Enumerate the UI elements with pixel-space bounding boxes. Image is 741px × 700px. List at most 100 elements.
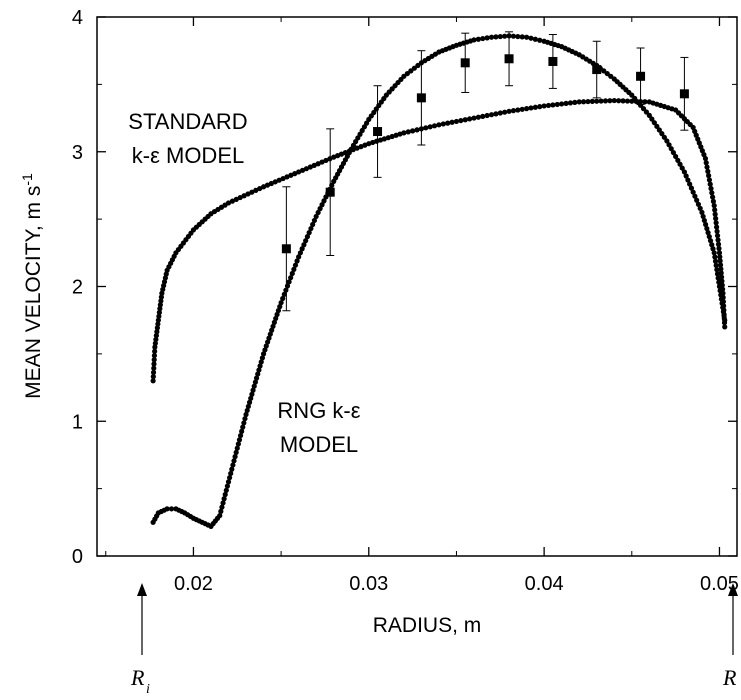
rng-model-point: [700, 213, 706, 220]
standard-model-point: [718, 266, 724, 272]
rng-model-point: [659, 131, 665, 137]
rng-model-point: [519, 34, 525, 40]
standard-model-point: [722, 324, 728, 330]
rng-model-point: [256, 367, 262, 373]
standard-model-point: [711, 203, 717, 209]
standard-model-point: [153, 336, 159, 343]
rng-model-point: [239, 428, 245, 434]
rng-model-point: [629, 92, 635, 98]
standard-model-point: [515, 107, 521, 113]
rng-model-point: [523, 34, 530, 40]
standard-model-point: [358, 144, 364, 150]
rng-model-point: [217, 512, 223, 519]
rng-model-point: [291, 266, 297, 272]
standard-model-point: [589, 98, 595, 104]
standard-model-point: [620, 98, 626, 104]
standard-model-point: [264, 182, 271, 188]
rng-model-point: [677, 161, 683, 167]
rng-model-point: [303, 238, 309, 244]
standard-model-point: [506, 108, 512, 114]
rng-model-point: [278, 300, 284, 306]
x-axis-label: RADIUS, m: [373, 614, 482, 637]
standard-model-point: [550, 102, 556, 108]
standard-model-point: [154, 325, 160, 331]
standard-model-point: [712, 207, 718, 213]
standard-model-point: [616, 98, 622, 104]
x-axis-ticks: 0.02 0.03 0.04 0.05: [105, 17, 739, 595]
rng-model-point: [651, 120, 657, 126]
standard-model-point: [537, 104, 543, 110]
standard-model-point: [153, 332, 159, 339]
rng-model-point: [717, 288, 723, 294]
rng-model-point: [277, 304, 283, 310]
rng-model-point: [281, 291, 287, 297]
y-tick-label: 2: [72, 277, 83, 299]
standard-model-point: [150, 378, 156, 384]
standard-model-point: [276, 177, 282, 183]
rng-model-point: [643, 109, 650, 115]
rng-model-point: [235, 441, 241, 447]
rng-model-point: [604, 70, 610, 77]
standard-model-point: [703, 160, 709, 166]
rng-model-point: [719, 300, 725, 306]
rng-model-point: [221, 496, 227, 502]
rng-model-point: [699, 209, 705, 215]
standard-model-point: [715, 241, 722, 247]
y-tick-label: 3: [72, 142, 83, 164]
standard-model-point: [156, 309, 162, 316]
standard-model-point: [475, 114, 481, 120]
rng-model-point: [493, 34, 499, 40]
rng-model-point: [267, 331, 273, 337]
standard-model-point: [716, 245, 722, 252]
rng-model-point: [720, 304, 726, 311]
standard-model-point: [268, 180, 274, 187]
rng-model-point: [229, 466, 235, 472]
rng-model-point: [685, 177, 691, 183]
rng-model-point: [288, 275, 294, 281]
rng-model-label-line1: RNG k-ε: [277, 398, 360, 423]
rng-model-point: [294, 258, 300, 264]
rng-model-point: [475, 36, 481, 42]
standard-model-point: [453, 118, 460, 125]
standard-model-point: [257, 185, 263, 192]
experimental-point: [548, 56, 558, 66]
rng-model-point: [401, 73, 407, 79]
standard-model-point: [706, 177, 713, 183]
rng-model-point: [714, 271, 721, 277]
rng-model-point: [164, 506, 170, 512]
standard-model-point: [705, 168, 711, 174]
standard-model-point: [523, 106, 530, 112]
standard-model-point: [449, 119, 455, 125]
rng-model-point: [299, 246, 305, 252]
rng-model-point: [715, 275, 721, 281]
rng-model-point: [257, 363, 263, 369]
standard-model-point: [594, 98, 600, 104]
rng-model-point: [722, 317, 728, 323]
rng-model-point: [601, 68, 607, 74]
rng-model-point: [515, 33, 521, 40]
rng-model-point: [219, 504, 225, 510]
y-axis-label-text: MEAN VELOCITY, m s: [22, 186, 45, 399]
standard-model-point: [233, 196, 239, 202]
standard-model-point: [519, 106, 525, 112]
standard-model-point: [354, 145, 360, 151]
standard-model-point: [484, 112, 490, 119]
standard-model-point: [410, 128, 416, 134]
rng-model-point: [269, 327, 275, 333]
experimental-point: [325, 187, 335, 197]
standard-model-point: [532, 104, 538, 110]
rng-model-point: [224, 483, 231, 489]
standard-model-point: [245, 191, 251, 197]
inner-radius-arrowhead: [137, 583, 147, 596]
experimental-point: [592, 65, 602, 75]
standard-model-point: [611, 97, 617, 104]
standard-model-point: [156, 313, 162, 319]
standard-model-point: [576, 99, 582, 105]
rng-model-point: [230, 462, 236, 468]
standard-model-label-line1: STANDARD: [128, 109, 247, 134]
rng-model-point: [319, 202, 325, 208]
rng-model-point: [695, 201, 702, 207]
experimental-data-series: [281, 31, 689, 312]
standard-model-point: [714, 233, 721, 239]
